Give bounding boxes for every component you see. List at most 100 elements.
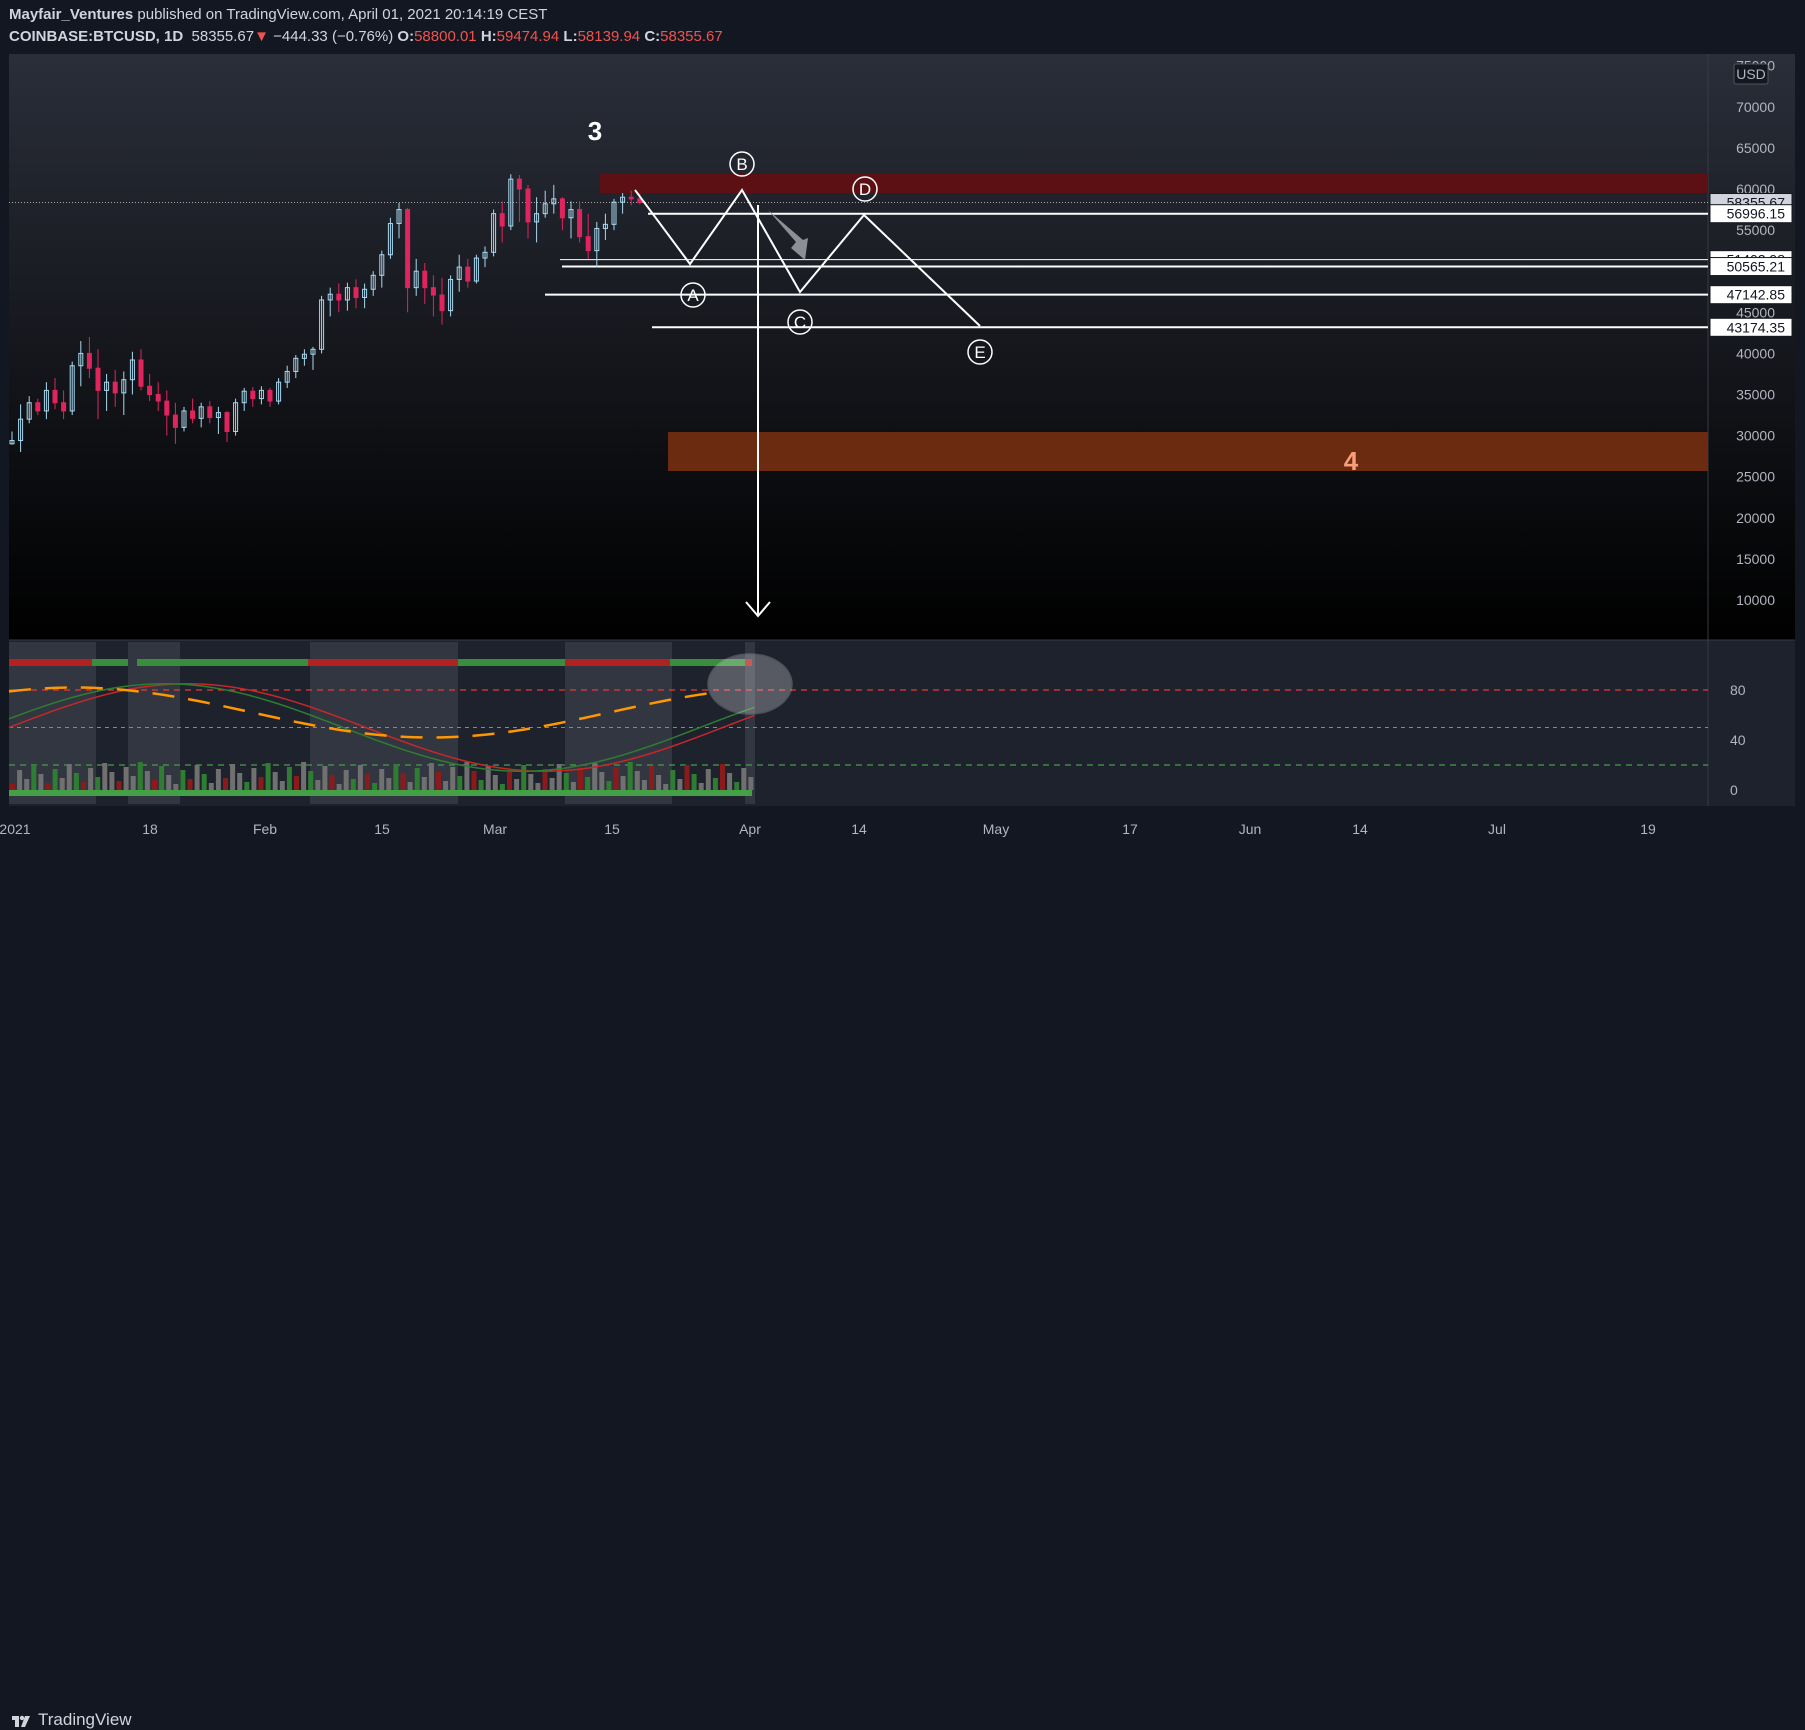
histogram-bar [272,772,278,790]
histogram-bar [521,765,527,790]
candle [18,404,24,453]
time-tick-label: 14 [1352,821,1368,837]
price-tick-label: 35000 [1736,387,1775,403]
candle [602,213,608,240]
histogram-bar [258,777,264,790]
price-change: −444.33 (−0.76%) [273,28,394,45]
histogram-bar [492,775,498,790]
histogram-bar [400,773,406,790]
svg-text:A: A [687,286,699,305]
candle [164,390,170,436]
histogram-bar [720,764,725,790]
histogram-bar [279,781,285,790]
trend-bar [458,659,565,666]
histogram-bar [88,768,94,790]
histogram-bar [24,779,30,790]
high-label: H: [480,28,497,45]
price-tick-label: 25000 [1736,469,1775,485]
histogram-bar [613,767,619,790]
tradingview-logo[interactable]: TradingView [10,1710,132,1730]
histogram-bar [450,767,456,790]
author-name[interactable]: Mayfair_Ventures [9,6,134,23]
point-d-label: D [852,176,878,202]
wave-4-zone [668,432,1708,471]
candle [430,275,436,317]
price-tick-label: 40000 [1736,345,1775,361]
histogram-bar [620,776,626,790]
histogram-bar [684,765,690,790]
highlight-ellipse [707,653,793,715]
histogram-bar [152,780,157,790]
candle [147,373,153,402]
low-label: L: [563,28,578,45]
price-tick-label: 60000 [1736,181,1775,197]
histogram-bar [294,776,299,790]
candle [301,349,307,366]
candle [362,283,368,309]
price-tick-label: 65000 [1736,140,1775,156]
histogram-bar [428,763,434,790]
point-b-label: B [729,151,755,177]
candle [620,193,626,214]
histogram-bar [670,770,676,790]
candle [568,201,574,239]
down-arrow-icon: ▼ [254,28,269,45]
candle [224,410,230,443]
svg-text:47142.85: 47142.85 [1727,287,1786,303]
chart-canvas[interactable]: B A C D E 3 4 10000 15000 20000 25000 30000 3… [0,54,1805,850]
candle [155,382,161,411]
histogram-bar [578,768,583,790]
candle [482,246,488,268]
histogram-bar [514,779,520,790]
histogram-bar [95,777,101,790]
candle [112,369,118,407]
svg-text:D: D [859,180,871,199]
point-c-label: C [787,309,813,335]
histogram-bar [301,762,307,790]
last-price: 58355.67 [191,28,255,45]
histogram-bar [159,766,165,790]
chart-area[interactable]: B A C D E 3 4 10000 15000 20000 25000 30000 3… [0,54,1805,850]
candle [258,386,264,405]
price-pane[interactable] [9,54,1795,640]
candle [491,209,497,257]
candle [86,336,92,379]
level-price-tag: 47142.85 [1709,285,1793,305]
histogram-bar [265,763,271,790]
time-tick-label: May [983,821,1009,837]
histogram-bar [471,771,477,790]
close-value: 58355.67 [660,28,723,45]
symbol-name[interactable]: COINBASE:BTCUSD, 1D [9,28,184,45]
time-tick-label: Mar [483,821,507,837]
candle [534,197,540,243]
oscillator [8,642,1708,804]
publish-text: published on TradingView.com, April 01, … [137,6,548,23]
candle [379,250,385,288]
candle [516,175,522,222]
trend-bar [745,659,752,666]
point-a-label: A [680,282,706,308]
price-tick-label: 10000 [1736,592,1775,608]
time-axis[interactable] [9,806,1795,850]
histogram-bar [308,771,314,790]
histogram-bar [102,763,108,790]
price-tick-label: 15000 [1736,551,1775,567]
candle [387,217,393,259]
candle [585,213,591,259]
candle [577,201,583,243]
histogram-bar [727,773,733,790]
candle [508,174,514,231]
histogram-bar [556,764,562,790]
histogram-bar [563,773,569,790]
candle [181,406,187,432]
histogram-bar [59,778,65,790]
symbol-info: COINBASE:BTCUSD, 1D 58355.67▼ −444.33 (−… [9,28,723,45]
histogram-bar [237,773,243,790]
histogram-bar [144,771,150,790]
price-tick-label: 20000 [1736,510,1775,526]
histogram-bar [677,779,683,790]
trend-bar [9,659,92,666]
time-tick-label: 17 [1122,821,1138,837]
histogram-bar [350,779,356,790]
histogram-bar [414,768,420,790]
